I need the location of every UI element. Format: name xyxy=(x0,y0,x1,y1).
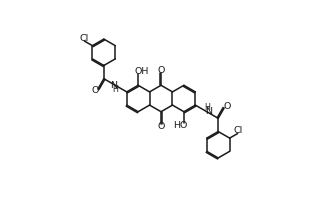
Text: H: H xyxy=(204,103,210,112)
Text: N: N xyxy=(205,107,212,116)
Text: OH: OH xyxy=(134,67,148,76)
Text: O: O xyxy=(223,102,231,111)
Text: Cl: Cl xyxy=(80,34,89,43)
Text: O: O xyxy=(157,66,165,75)
Text: O: O xyxy=(157,122,165,131)
Text: N: N xyxy=(110,81,117,90)
Text: O: O xyxy=(91,86,99,95)
Text: Cl: Cl xyxy=(233,126,242,136)
Text: HO: HO xyxy=(174,121,188,130)
Text: H: H xyxy=(112,85,118,94)
